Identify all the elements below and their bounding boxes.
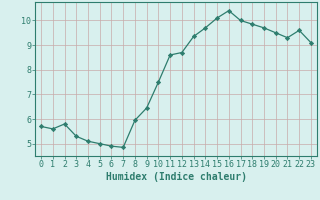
X-axis label: Humidex (Indice chaleur): Humidex (Indice chaleur) (106, 172, 246, 182)
